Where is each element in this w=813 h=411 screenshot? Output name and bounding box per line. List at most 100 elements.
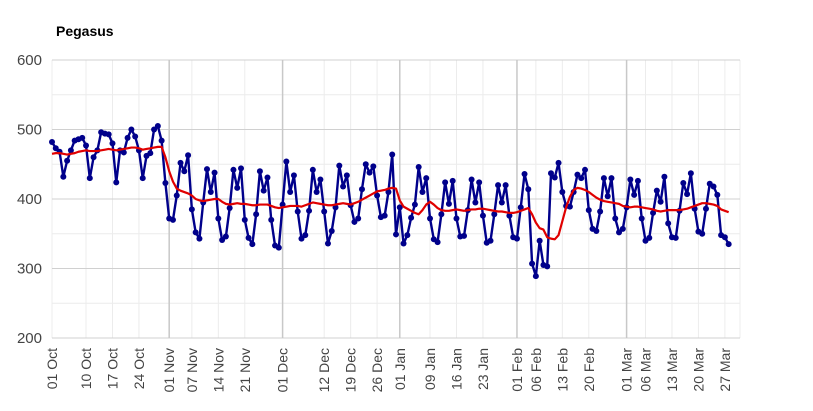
data-point — [290, 172, 297, 179]
data-point — [491, 211, 498, 218]
data-point — [302, 232, 309, 239]
data-point — [60, 173, 67, 180]
data-point — [358, 186, 365, 193]
y-tick-label: 300 — [17, 261, 42, 278]
data-point — [328, 227, 335, 234]
data-point — [313, 189, 320, 196]
data-point — [196, 235, 203, 242]
data-point — [559, 189, 566, 196]
data-point — [631, 191, 638, 198]
data-point — [513, 235, 520, 242]
x-tick-label: 10 Oct — [78, 348, 94, 389]
data-point — [415, 164, 422, 171]
data-point — [521, 170, 528, 177]
data-point — [185, 152, 192, 159]
data-point — [498, 199, 505, 206]
data-point — [593, 227, 600, 234]
x-tick-label: 17 Oct — [104, 348, 120, 389]
major-gridlines — [52, 59, 740, 339]
data-point — [234, 184, 241, 191]
x-tick-label: 09 Jan — [422, 348, 438, 390]
data-point — [476, 179, 483, 186]
data-point — [657, 198, 664, 205]
data-point — [109, 140, 116, 147]
data-point — [219, 237, 226, 243]
data-point — [650, 209, 657, 216]
data-point — [536, 237, 543, 244]
y-tick-label: 500 — [17, 122, 42, 139]
series-layer — [49, 123, 732, 280]
data-point — [566, 203, 573, 210]
data-point — [619, 225, 626, 232]
data-point — [555, 159, 562, 166]
data-point — [544, 263, 551, 270]
data-point — [714, 191, 721, 198]
data-point — [173, 192, 180, 199]
data-point — [585, 207, 592, 214]
data-point — [90, 154, 97, 161]
data-point — [680, 180, 687, 187]
data-point — [147, 150, 154, 157]
data-point — [52, 145, 59, 152]
data-point — [638, 215, 645, 222]
data-point — [547, 170, 554, 177]
data-point — [287, 189, 294, 196]
x-tick-label: 20 Mar — [690, 348, 706, 392]
data-point — [661, 173, 668, 180]
data-point — [702, 205, 709, 212]
data-point — [343, 172, 350, 179]
data-point — [419, 189, 426, 196]
data-point — [597, 208, 604, 215]
data-point — [408, 214, 415, 221]
data-point — [487, 237, 494, 244]
data-point — [627, 176, 634, 183]
data-point — [139, 175, 146, 182]
data-point — [128, 126, 135, 133]
data-point — [381, 212, 388, 219]
x-tick-label: 13 Feb — [554, 348, 570, 392]
x-tick-label: 16 Jan — [448, 348, 464, 390]
data-point — [574, 171, 581, 178]
data-point — [181, 168, 188, 175]
y-tick-label: 600 — [17, 52, 42, 69]
data-point — [113, 179, 120, 186]
x-axis-tick-labels: 01 Oct 10 Oct 17 Oct 24 Oct 01 Nov 07 Nov 14 N… — [44, 348, 733, 393]
data-point — [67, 147, 74, 154]
x-tick-label: 01 Dec — [275, 348, 291, 392]
data-point — [468, 176, 475, 183]
data-point — [532, 273, 539, 280]
data-point — [400, 240, 407, 247]
data-point — [351, 218, 358, 225]
data-point — [646, 234, 653, 241]
x-tick-label: 07 Nov — [184, 348, 200, 392]
data-point — [120, 149, 127, 156]
data-point — [362, 161, 369, 168]
x-tick-label: 06 Mar — [637, 348, 653, 392]
data-point — [653, 187, 660, 194]
chart-title: Pegasus — [56, 23, 114, 39]
data-point — [192, 229, 199, 236]
x-tick-label: 01 Feb — [509, 348, 525, 392]
data-point — [253, 211, 260, 218]
data-point — [306, 207, 313, 214]
y-tick-label: 200 — [17, 330, 42, 347]
data-point — [445, 200, 452, 207]
x-tick-label: 06 Feb — [528, 348, 544, 392]
data-point — [582, 166, 589, 173]
data-point — [215, 215, 222, 222]
data-point — [132, 133, 139, 140]
data-point — [529, 260, 536, 267]
x-tick-label: 27 Mar — [717, 348, 733, 392]
data-point — [207, 189, 214, 196]
data-point — [411, 201, 418, 208]
x-tick-label: 01 Jan — [392, 348, 408, 390]
data-point — [211, 169, 218, 176]
x-tick-label: 01 Nov — [161, 348, 177, 392]
data-point — [404, 232, 411, 239]
data-point — [321, 208, 328, 215]
data-point — [151, 126, 158, 133]
data-point — [634, 177, 641, 184]
data-point — [427, 215, 434, 222]
y-axis-tick-labels: 200 300 400 500 600 — [17, 52, 42, 347]
